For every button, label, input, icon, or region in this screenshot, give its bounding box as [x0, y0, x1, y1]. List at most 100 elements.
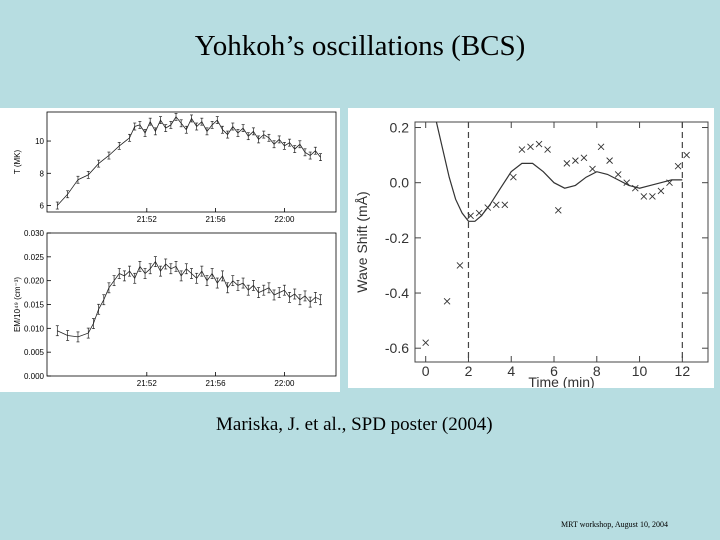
ws-data-point	[475, 209, 483, 217]
ws-data-point	[631, 184, 639, 192]
ws-data-point	[484, 204, 492, 211]
temp-data-point	[117, 142, 121, 150]
temp-data-point	[159, 116, 163, 124]
em-data-point	[174, 261, 178, 272]
em-xtick-label: 22:00	[274, 379, 295, 388]
temp-data-point	[313, 146, 317, 155]
temperature-emission-plots: 6 8 10 21:52 21:56 22:00 T (MK) 0.000 0.005 0.010…	[0, 108, 340, 392]
temp-data-point	[66, 190, 70, 199]
citation-caption: Mariska, J. et al., SPD poster (2004)	[216, 414, 493, 435]
ws-data-point	[683, 151, 690, 159]
ws-point-stroke	[475, 209, 483, 217]
em-data-point	[76, 331, 80, 343]
temp-data-point	[210, 121, 214, 129]
ws-data-point	[649, 193, 656, 200]
ws-point-stroke	[580, 154, 588, 162]
temp-ytick-label: 10	[35, 137, 44, 146]
temp-data-point	[107, 151, 111, 160]
em-data-point	[195, 272, 199, 284]
em-data-point	[153, 256, 157, 267]
temp-data-point	[298, 140, 302, 149]
em-ytick-label: 0.015	[24, 301, 45, 310]
em-data-point	[205, 275, 209, 287]
em-data-point	[308, 296, 312, 308]
temp-data-point	[169, 121, 173, 129]
temp-data-point	[143, 129, 147, 137]
em-data-point	[122, 270, 126, 282]
ws-point-stroke	[640, 193, 648, 200]
em-data-point	[267, 282, 271, 294]
em-ytick-label: 0.000	[24, 372, 45, 381]
temp-data-point	[267, 133, 271, 142]
ws-data-point	[501, 201, 509, 209]
temp-data-point	[262, 130, 266, 139]
em-data-point	[293, 288, 297, 300]
ws-xtick-label: 10	[632, 363, 648, 379]
temp-ylabel: T (MK)	[13, 150, 22, 175]
ws-data-point	[510, 173, 517, 181]
temp-data-point	[86, 171, 90, 179]
em-xtick-label: 21:52	[137, 379, 158, 388]
ws-data-point	[492, 201, 500, 209]
temp-data-point	[288, 138, 292, 147]
temp-data-point	[97, 159, 101, 168]
ws-xtick-label: 6	[550, 363, 558, 379]
em-data-point	[319, 294, 323, 306]
ws-xlabel: Time (min)	[528, 374, 594, 388]
ws-ytick-label: 0.2	[390, 120, 410, 136]
temp-data-point	[303, 148, 307, 157]
ws-ylabel: Wave Shift (mÅ)	[354, 191, 370, 292]
ws-point-stroke	[674, 162, 682, 170]
em-data-point	[277, 287, 281, 298]
temp-data-point	[319, 153, 323, 162]
ws-ytick-label: -0.2	[385, 230, 409, 246]
ws-ytick-label: -0.6	[385, 340, 409, 356]
em-data-point	[159, 265, 163, 277]
em-data-point	[251, 280, 255, 291]
em-ytick-label: 0.010	[24, 324, 45, 333]
ws-point-stroke	[492, 201, 500, 209]
em-data-point	[179, 270, 183, 282]
em-data-point	[288, 291, 292, 303]
ws-point-stroke	[510, 173, 517, 181]
ws-point-stroke	[589, 165, 596, 173]
temp-data-point	[282, 142, 286, 150]
ws-point-stroke	[606, 157, 613, 164]
temp-data-point	[174, 112, 178, 121]
em-data-point	[55, 325, 59, 337]
ws-point-stroke	[456, 262, 464, 269]
ws-xtick-label: 4	[507, 363, 515, 379]
ws-ytick-label: 0.0	[390, 175, 410, 191]
ws-point-stroke	[443, 297, 451, 305]
em-ytick-label: 0.005	[24, 348, 45, 357]
temp-data-point	[184, 125, 188, 134]
ws-point-stroke	[535, 140, 543, 148]
temp-data-point	[153, 127, 157, 136]
ws-point-stroke	[554, 206, 562, 214]
ws-ytick-label: -0.4	[385, 285, 409, 301]
slide-title: Yohkoh’s oscillations (BCS)	[194, 30, 526, 62]
ws-xtick-label: 8	[593, 363, 601, 379]
em-data-point	[133, 272, 137, 284]
temp-data-point	[138, 121, 142, 129]
left-plots-svg: 6 8 10 21:52 21:56 22:00 T (MK) 0.000 0.005 0.010…	[13, 111, 337, 388]
ws-data-point	[518, 146, 526, 153]
temp-data-point	[164, 124, 168, 132]
right-plot-svg: 0.2 0.0 -0.2 -0.4 -0.6 0 2 4 6 8 10 12 Time (min) Wav…	[354, 120, 709, 390]
temp-data-point	[148, 117, 152, 126]
em-data-point	[169, 263, 173, 275]
ws-data-point	[563, 160, 571, 167]
em-data-point	[262, 284, 266, 296]
ws-data-point	[657, 187, 665, 195]
ws-point-stroke	[631, 184, 639, 192]
em-data-point	[241, 277, 245, 289]
em-data-point	[148, 263, 152, 275]
temp-data-point	[179, 119, 183, 128]
em-data-point	[215, 277, 219, 289]
temp-data-point	[220, 125, 224, 134]
ws-data-point	[666, 179, 673, 187]
em-data-point	[138, 261, 142, 272]
ws-data-point	[443, 297, 451, 305]
ws-data-point	[589, 165, 596, 173]
ws-data-point	[580, 154, 588, 162]
